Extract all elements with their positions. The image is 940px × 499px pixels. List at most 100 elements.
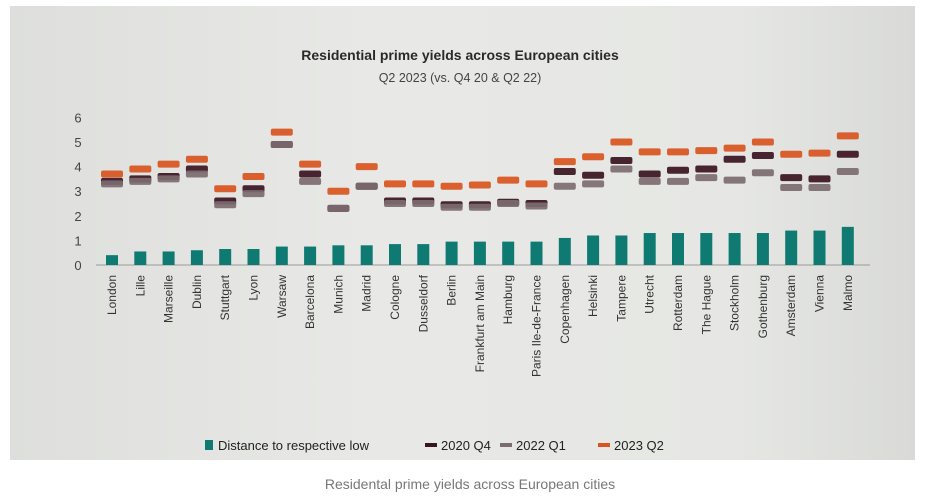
x-tick-label: Hamburg	[501, 275, 515, 324]
marker-2023-q2	[525, 180, 548, 188]
legend-swatch	[425, 443, 437, 447]
x-tick-label: Dusseldorf	[416, 274, 430, 332]
x-tick-label: Stuttgart	[218, 274, 232, 320]
y-tick-label: 1	[74, 233, 81, 248]
marker-2022-q1	[327, 204, 350, 212]
bar-distance-to-low	[445, 241, 458, 265]
marker-2023-q2	[808, 149, 831, 157]
marker-2023-q2	[667, 148, 689, 156]
x-tick-label: Warsaw	[275, 275, 289, 318]
marker-2022-q1	[638, 177, 661, 185]
bar-distance-to-low	[587, 235, 600, 265]
x-tick-label: Rotterdam	[671, 275, 685, 331]
marker-2022-q1	[780, 184, 803, 192]
marker-2020-q4	[553, 168, 576, 176]
marker-2022-q1	[610, 165, 633, 173]
marker-2023-q2	[780, 150, 803, 158]
marker-2023-q2	[468, 181, 491, 189]
x-tick-label: Vienna	[813, 275, 827, 312]
bar-distance-to-low	[473, 241, 486, 265]
bar-distance-to-low	[700, 233, 713, 265]
marker-2020-q4	[808, 175, 831, 183]
marker-2020-q4	[723, 155, 746, 163]
x-tick-label: Munich	[331, 275, 345, 314]
x-tick-label: Frankfurt am Main	[473, 275, 487, 372]
x-tick-label: Paris Ile-de-France	[530, 275, 544, 377]
bar-distance-to-low	[304, 246, 317, 265]
y-tick-label: 6	[74, 110, 81, 125]
marker-2023-q2	[638, 148, 661, 156]
marker-2022-q1	[299, 177, 322, 185]
marker-2022-q1	[836, 168, 859, 176]
marker-2022-q1	[468, 203, 491, 211]
marker-2022-q1	[525, 202, 548, 210]
bar-distance-to-low	[530, 241, 543, 265]
y-tick-label: 4	[74, 160, 81, 175]
y-tick-label: 0	[74, 258, 81, 273]
legend-swatch	[598, 443, 610, 447]
marker-2022-q1	[582, 180, 605, 188]
bar-distance-to-low	[162, 251, 175, 265]
marker-2020-q4	[695, 165, 718, 173]
x-tick-label: London	[105, 275, 119, 315]
legend-swatch	[500, 443, 512, 447]
bar-distance-to-low	[389, 244, 401, 265]
bar-distance-to-low	[247, 249, 260, 265]
bar-distance-to-low	[672, 233, 684, 265]
marker-2023-q2	[270, 128, 293, 136]
marker-2023-q2	[695, 147, 718, 155]
bar-distance-to-low	[502, 241, 515, 265]
marker-2023-q2	[836, 132, 859, 140]
marker-2020-q4	[780, 174, 803, 182]
marker-2023-q2	[497, 176, 520, 184]
x-tick-label: Lyon	[247, 275, 261, 301]
marker-2022-q1	[355, 182, 378, 190]
marker-2020-q4	[638, 170, 661, 178]
marker-2023-q2	[412, 180, 435, 188]
y-tick-label: 3	[74, 184, 81, 199]
marker-2020-q4	[299, 170, 322, 178]
marker-2023-q2	[355, 163, 378, 171]
marker-2023-q2	[751, 138, 774, 146]
bar-distance-to-low	[219, 249, 232, 265]
marker-2022-q1	[412, 200, 435, 207]
marker-2022-q1	[667, 177, 689, 185]
figure-caption: Residental prime yields across European …	[324, 476, 616, 492]
x-tick-label: Marseille	[162, 275, 176, 323]
bar-distance-to-low	[813, 230, 826, 265]
marker-2022-q1	[808, 184, 831, 192]
marker-2023-q2	[129, 165, 152, 173]
marker-2022-q1	[129, 177, 152, 185]
bar-distance-to-low	[558, 237, 571, 265]
chart: Residential prime yields across European…	[74, 47, 870, 453]
marker-2022-q1	[101, 180, 123, 188]
marker-2023-q2	[214, 185, 237, 193]
y-tick-label: 2	[74, 209, 81, 224]
marker-2023-q2	[384, 180, 406, 188]
marker-2023-q2	[582, 153, 605, 161]
x-tick-label: Berlin	[445, 275, 459, 306]
legend-swatch	[205, 440, 213, 450]
chart-photo	[10, 6, 915, 460]
y-tick-label: 5	[74, 135, 81, 150]
bar-distance-to-low	[785, 230, 798, 265]
marker-2022-q1	[695, 174, 718, 182]
x-tick-label: Madrid	[360, 275, 374, 312]
x-tick-label: Copenhagen	[558, 275, 572, 344]
marker-2020-q4	[610, 156, 633, 164]
marker-2023-q2	[553, 158, 576, 166]
marker-2022-q1	[185, 170, 208, 178]
x-tick-label: Dublin	[190, 275, 204, 309]
marker-2023-q2	[157, 160, 180, 168]
marker-2023-q2	[242, 172, 265, 180]
marker-2022-q1	[384, 200, 406, 207]
x-tick-label: Cologne	[388, 275, 402, 320]
x-tick-label: Malmo	[841, 275, 855, 311]
marker-2022-q1	[751, 169, 774, 177]
marker-2022-q1	[242, 190, 265, 198]
marker-2023-q2	[723, 144, 746, 152]
chart-subtitle: Q2 2023 (vs. Q4 20 & Q2 22)	[379, 71, 542, 85]
bar-distance-to-low	[106, 255, 118, 265]
legend-label: 2022 Q1	[516, 438, 566, 453]
marker-2022-q1	[157, 175, 180, 183]
